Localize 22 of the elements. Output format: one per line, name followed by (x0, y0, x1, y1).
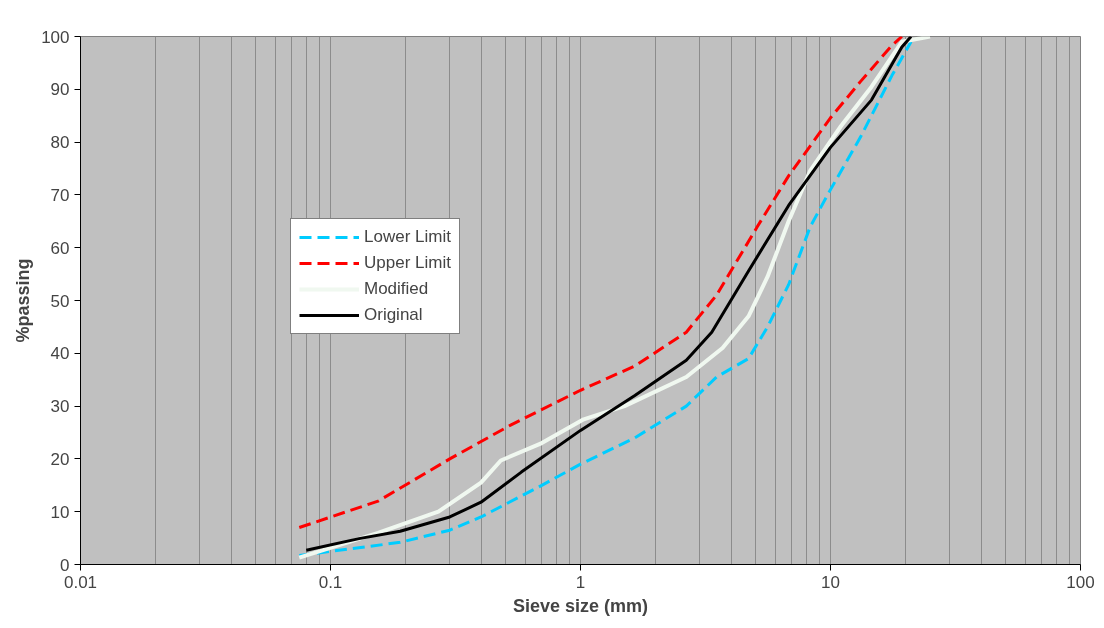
x-axis-title: Sieve size (mm) (512, 595, 649, 616)
x-tick-label: 0.1 (318, 572, 343, 592)
y-tick-label: 100 (41, 27, 70, 47)
legend-label: Lower Limit (364, 227, 451, 247)
x-tick-label: 100 (1066, 572, 1095, 592)
x-tick-label: 0.01 (63, 572, 98, 592)
y-axis-title: %passing (13, 258, 34, 343)
y-tick-label: 40 (50, 344, 70, 364)
legend-label: Original (364, 305, 423, 325)
y-tick-label: 90 (50, 80, 70, 100)
y-tick-label: 10 (50, 502, 70, 522)
y-tick-label: 30 (50, 397, 70, 417)
legend-label: Modified (364, 279, 429, 299)
y-tick-label: 70 (50, 185, 70, 205)
y-tick-label: 20 (50, 449, 70, 469)
legend-label: Upper Limit (364, 253, 451, 273)
y-tick-label: 50 (50, 291, 70, 311)
x-tick-label: 1 (575, 572, 586, 592)
x-tick-label: 10 (821, 572, 840, 592)
y-tick-label: 60 (50, 238, 70, 258)
y-tick-label: 80 (50, 133, 70, 153)
y-tick-label: 0 (60, 555, 70, 575)
